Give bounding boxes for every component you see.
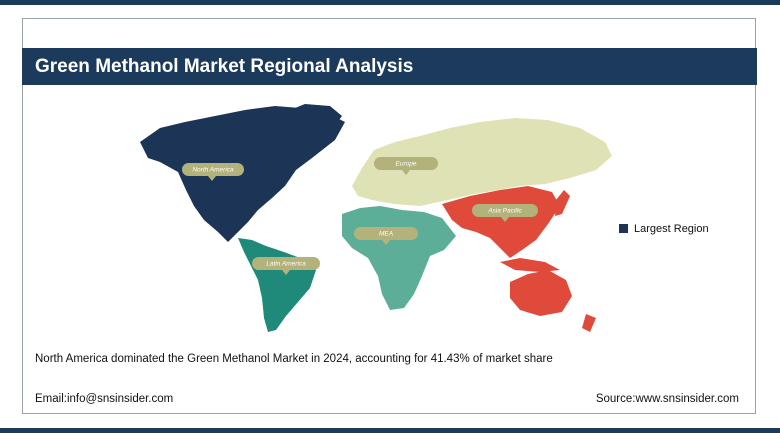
title: Green Methanol Market Regional Analysis [22, 48, 757, 85]
top-bar [0, 0, 780, 5]
new-zealand [582, 314, 596, 332]
caption: North America dominated the Green Methan… [35, 353, 553, 365]
region-label: Europe [396, 161, 417, 168]
legend-swatch [619, 224, 628, 233]
region-label: Asia Pacific [487, 208, 522, 215]
indonesia [500, 258, 560, 272]
region-mea [342, 206, 456, 310]
label-asia-pacific: Asia Pacific [472, 204, 538, 222]
source: Source:www.snsinsider.com [595, 393, 739, 405]
label-latin-america: Latin America [252, 257, 320, 275]
region-label: MEA [379, 231, 393, 238]
japan [555, 190, 570, 216]
region-north-america [140, 106, 345, 242]
greenland [285, 104, 342, 140]
region-latin-america [238, 238, 316, 332]
label-mea: MEA [354, 227, 418, 245]
label-europe: Europe [374, 157, 438, 175]
label-north-america: North America [182, 163, 244, 181]
region-label: Latin America [266, 261, 306, 268]
region-label: North America [192, 167, 234, 174]
region-europe [352, 118, 612, 206]
legend-label: Largest Region [634, 223, 709, 235]
bottom-bar [0, 428, 780, 433]
australia [510, 270, 572, 316]
email: Email:info@snsinsider.com [35, 393, 174, 405]
card [22, 18, 756, 414]
